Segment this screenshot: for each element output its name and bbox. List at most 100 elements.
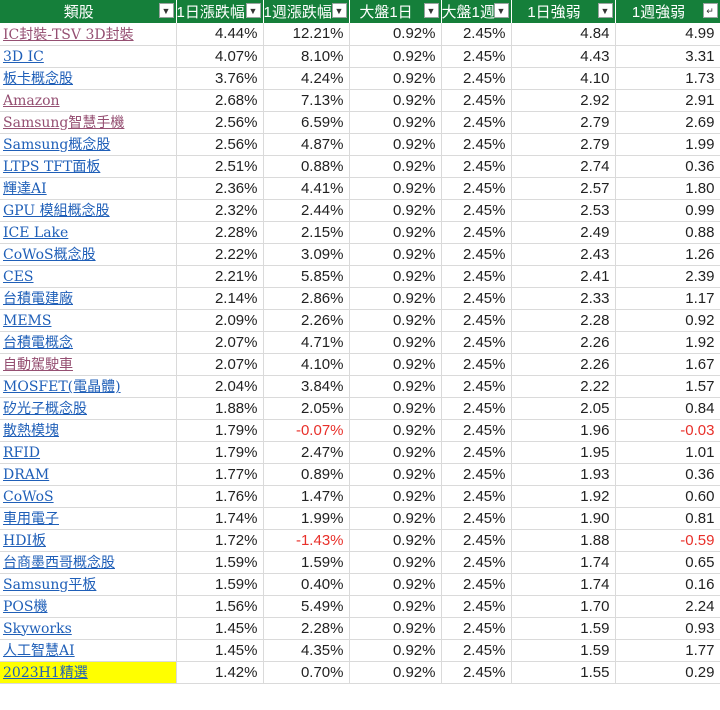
- table-row: 2023H1精選 1.42% 0.70% 0.92% 2.45% 1.55 0.29: [0, 661, 720, 684]
- filter-dropdown-icon[interactable]: ▼: [597, 3, 613, 18]
- column-header-label: 大盤1週: [441, 4, 495, 21]
- sector-link[interactable]: IC封裝-TSV 3D封裝: [3, 26, 134, 43]
- table-row: GPU 模組概念股 2.32% 2.44% 0.92% 2.45% 2.53 0.99: [0, 199, 720, 222]
- sector-link[interactable]: 台積電建廠: [3, 291, 73, 307]
- sector-link[interactable]: 車用電子: [3, 511, 59, 527]
- cell-week-change: 4.87%: [263, 133, 350, 156]
- cell-week-strength: 1.67: [615, 353, 720, 376]
- sector-link[interactable]: 矽光子概念股: [3, 401, 87, 417]
- sector-link[interactable]: 2023H1精選: [3, 665, 88, 681]
- sector-link[interactable]: CoWoS概念股: [3, 247, 96, 263]
- sector-link[interactable]: Samsung智慧手機: [3, 115, 125, 131]
- sector-link[interactable]: POS機: [3, 599, 48, 615]
- sector-link[interactable]: ICE Lake: [3, 224, 69, 241]
- cell-week-change: 4.71%: [263, 331, 350, 354]
- column-header-label: 大盤1日: [359, 4, 413, 21]
- sector-link[interactable]: 台積電概念: [3, 335, 73, 351]
- cell-market-day: 0.92%: [349, 463, 442, 486]
- cell-day-strength: 1.95: [511, 441, 616, 464]
- cell-sector-name: 人工智慧AI: [0, 639, 177, 662]
- cell-day-change: 2.04%: [176, 375, 264, 398]
- sector-link[interactable]: Samsung平板: [3, 577, 97, 593]
- filter-dropdown-icon[interactable]: ▼: [493, 3, 509, 18]
- column-header-label: 1週漲跌幅: [263, 4, 332, 21]
- cell-week-change: -0.07%: [263, 419, 350, 442]
- filter-dropdown-icon[interactable]: ▼: [331, 3, 347, 18]
- filter-dropdown-icon[interactable]: ▼: [245, 3, 261, 18]
- sector-link[interactable]: 3D IC: [3, 48, 44, 65]
- cell-day-change: 4.44%: [176, 23, 264, 46]
- table-row: MOSFET(電晶體) 2.04% 3.84% 0.92% 2.45% 2.22 1.57: [0, 375, 720, 398]
- cell-market-week: 2.45%: [441, 243, 512, 266]
- cell-week-strength: 1.17: [615, 287, 720, 310]
- sector-link[interactable]: 台商墨西哥概念股: [3, 555, 115, 571]
- sector-link[interactable]: 自動駕駛車: [3, 357, 73, 373]
- cell-week-change: 2.44%: [263, 199, 350, 222]
- cell-day-strength: 1.96: [511, 419, 616, 442]
- filter-dropdown-icon[interactable]: ▼: [423, 3, 439, 18]
- sector-link[interactable]: DRAM: [3, 466, 50, 483]
- cell-market-day: 0.92%: [349, 419, 442, 442]
- cell-day-strength: 2.57: [511, 177, 616, 200]
- cell-day-strength: 1.74: [511, 551, 616, 574]
- filter-dropdown-icon[interactable]: ▼: [158, 3, 174, 18]
- cell-day-change: 2.56%: [176, 133, 264, 156]
- column-header-week-change: 1週漲跌幅 ▼: [263, 0, 350, 23]
- sector-link[interactable]: CoWoS: [3, 488, 54, 505]
- cell-week-change: 1.99%: [263, 507, 350, 530]
- cell-week-strength: 1.57: [615, 375, 720, 398]
- sector-link[interactable]: 輝達AI: [3, 181, 47, 197]
- cell-market-week: 2.45%: [441, 617, 512, 640]
- cell-day-change: 1.72%: [176, 529, 264, 552]
- sector-link[interactable]: CES: [3, 268, 34, 285]
- cell-week-change: 4.35%: [263, 639, 350, 662]
- sector-link[interactable]: 散熱模塊: [3, 423, 59, 439]
- cell-market-week: 2.45%: [441, 331, 512, 354]
- cell-day-change: 2.36%: [176, 177, 264, 200]
- cell-sector-name: 2023H1精選: [0, 661, 177, 684]
- sector-link[interactable]: Amazon: [3, 92, 60, 109]
- sector-link[interactable]: Skyworks: [3, 620, 72, 637]
- cell-sector-name: Skyworks: [0, 617, 177, 640]
- table-row: Skyworks 1.45% 2.28% 0.92% 2.45% 1.59 0.93: [0, 617, 720, 640]
- sector-link[interactable]: 板卡概念股: [3, 71, 73, 87]
- table-body: IC封裝-TSV 3D封裝 4.44% 12.21% 0.92% 2.45% 4.84 4.…: [0, 23, 720, 684]
- table-row: RFID 1.79% 2.47% 0.92% 2.45% 1.95 1.01: [0, 441, 720, 464]
- table-row: 台積電建廠 2.14% 2.86% 0.92% 2.45% 2.33 1.17: [0, 287, 720, 310]
- cell-market-week: 2.45%: [441, 309, 512, 332]
- cell-week-strength: 0.16: [615, 573, 720, 596]
- cell-market-day: 0.92%: [349, 331, 442, 354]
- table-row: LTPS TFT面板 2.51% 0.88% 0.92% 2.45% 2.74 0.36: [0, 155, 720, 178]
- cell-sector-name: POS機: [0, 595, 177, 618]
- cell-week-strength: 4.99: [615, 23, 720, 46]
- cell-week-change: 8.10%: [263, 45, 350, 68]
- cell-day-change: 1.74%: [176, 507, 264, 530]
- cell-sector-name: MEMS: [0, 309, 177, 332]
- sector-link[interactable]: 人工智慧AI: [3, 643, 75, 659]
- sector-link[interactable]: HDI板: [3, 533, 46, 549]
- cell-day-change: 2.22%: [176, 243, 264, 266]
- cell-day-strength: 4.10: [511, 67, 616, 90]
- cell-week-change: 0.40%: [263, 573, 350, 596]
- column-header-day-change: 1日漲跌幅 ▼: [176, 0, 264, 23]
- cell-sector-name: 車用電子: [0, 507, 177, 530]
- sector-link[interactable]: GPU 模組概念股: [3, 203, 110, 219]
- sector-link[interactable]: Samsung概念股: [3, 137, 111, 153]
- sort-descending-filter-icon[interactable]: ↵: [702, 3, 718, 18]
- cell-market-day: 0.92%: [349, 309, 442, 332]
- cell-day-strength: 1.55: [511, 661, 616, 684]
- sector-link[interactable]: MEMS: [3, 312, 52, 329]
- sector-link[interactable]: RFID: [3, 444, 41, 461]
- cell-day-change: 1.76%: [176, 485, 264, 508]
- table-row: ICE Lake 2.28% 2.15% 0.92% 2.45% 2.49 0.88: [0, 221, 720, 244]
- cell-market-day: 0.92%: [349, 551, 442, 574]
- cell-market-day: 0.92%: [349, 111, 442, 134]
- column-header-label: 1日強弱: [527, 4, 581, 21]
- cell-market-day: 0.92%: [349, 441, 442, 464]
- cell-day-change: 2.07%: [176, 331, 264, 354]
- sector-link[interactable]: MOSFET(電晶體): [3, 379, 121, 395]
- cell-market-week: 2.45%: [441, 45, 512, 68]
- cell-week-change: 3.09%: [263, 243, 350, 266]
- cell-day-strength: 1.93: [511, 463, 616, 486]
- sector-link[interactable]: LTPS TFT面板: [3, 159, 101, 175]
